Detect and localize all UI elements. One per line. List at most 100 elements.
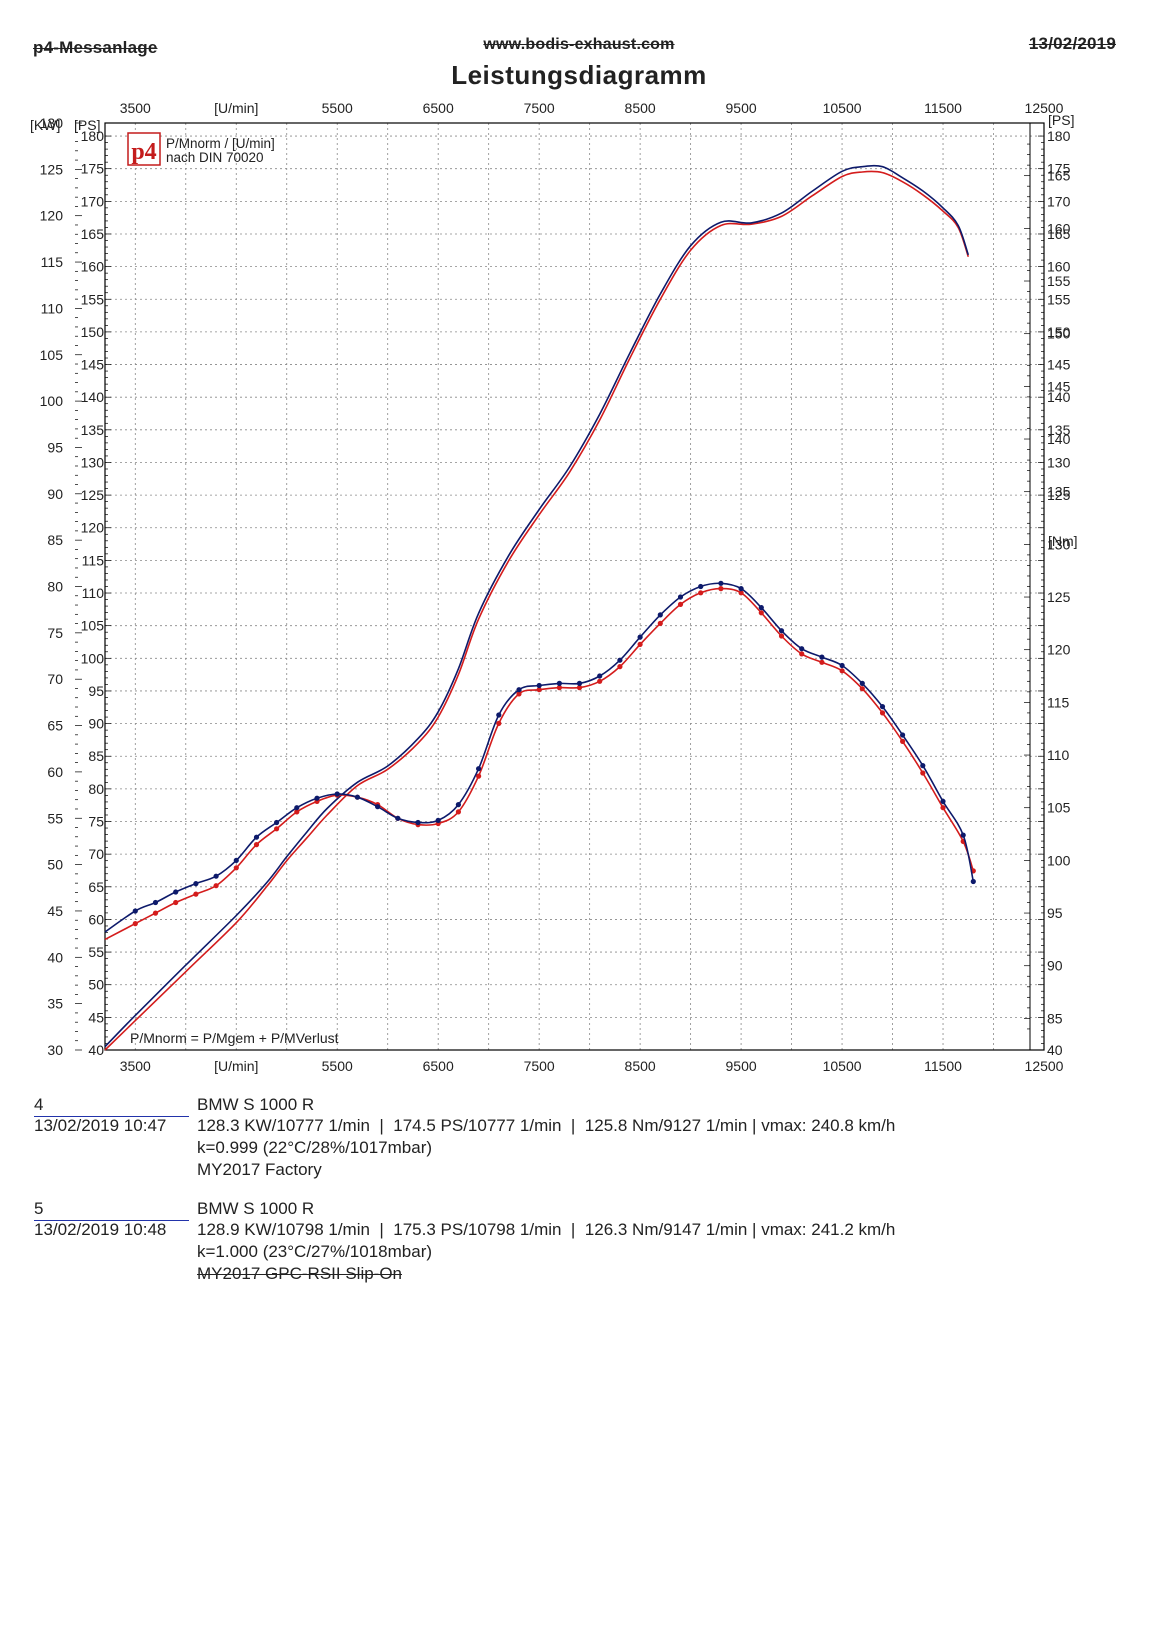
kw-axis-label: [KW] (30, 117, 60, 133)
tick-labels: 3500 3500 [U/min] [U/min] 5500 5500 6500 6500 75… (30, 100, 1078, 1074)
legend-line-2: nach DIN 70020 (166, 150, 264, 165)
nm-tick-label: 120 (1047, 642, 1071, 658)
ps-left-axis-label: [PS] (74, 117, 100, 133)
data-point-run-4 (698, 590, 704, 596)
run-conditions: k=0.999 (22°C/28%/1017mbar) (197, 1138, 433, 1157)
data-point-run-5 (637, 634, 643, 640)
ps-left-tick-label: 105 (81, 618, 105, 634)
ps-left-tick-label: 180 (81, 128, 105, 144)
data-point-run-5 (476, 766, 482, 772)
nm-tick-label: 85 (1047, 1010, 1063, 1026)
data-point-run-5 (940, 798, 946, 805)
x-tick-label-top: 9500 (726, 100, 757, 116)
run-number: 5 (34, 1198, 189, 1221)
ps-left-tick-label: 40 (88, 1042, 104, 1058)
x-tick-label-bottom: 6500 (423, 1058, 454, 1074)
ps-left-tick-label: 45 (88, 1009, 104, 1025)
data-point-run-5 (274, 819, 280, 826)
nm-tick-label: 160 (1047, 220, 1071, 236)
data-point-run-4 (657, 620, 663, 627)
data-point-run-5 (496, 712, 502, 718)
data-point-run-5 (738, 586, 744, 592)
kw-tick-label: 120 (40, 208, 64, 224)
series-line-run-5-ps (104, 164, 970, 1048)
data-point-run-5 (233, 857, 239, 864)
x-tick-label-top: 3500 (120, 100, 151, 116)
data-point-run-4 (556, 685, 563, 691)
station-name: p4-Messanlage (33, 38, 158, 57)
nm-tick-label: 155 (1047, 273, 1071, 289)
ps-right-tick-label: 135 (1047, 422, 1071, 438)
data-point-run-4 (778, 633, 785, 639)
ps-right-tick-label: 170 (1047, 193, 1071, 209)
run-datetime: 13/02/2019 10:48 (34, 1220, 167, 1239)
nm-tick-label: 115 (1047, 694, 1070, 710)
kw-tick-label: 110 (41, 300, 64, 316)
data-point-run-4 (819, 659, 825, 665)
nm-tick-label: 105 (1047, 800, 1071, 816)
ps-left-tick-label: 70 (88, 846, 104, 862)
kw-tick-label: 65 (47, 718, 63, 734)
data-point-run-4 (859, 686, 865, 692)
ps-right-tick-label: 175 (1047, 161, 1071, 177)
data-point-run-5 (193, 881, 199, 887)
ps-left-tick-label: 150 (81, 324, 105, 340)
nm-tick-label: 90 (1047, 958, 1063, 974)
data-point-run-5 (536, 682, 542, 689)
run-results: 128.3 KW/10777 1/min | 174.5 PS/10777 1/… (197, 1116, 896, 1135)
x-tick-label-top: 10500 (823, 100, 862, 116)
data-point-run-5 (253, 834, 260, 840)
x-tick-label-bottom: 11500 (924, 1058, 962, 1074)
kw-tick-label: 45 (47, 903, 63, 919)
data-point-run-5 (758, 605, 764, 611)
x-tick-label-bottom: 10500 (823, 1058, 862, 1074)
x-tick-label-top: 8500 (625, 100, 656, 116)
kw-tick-label: 130 (40, 115, 64, 131)
data-point-run-5 (677, 594, 684, 600)
website: www.bodis-exhaust.com (483, 36, 675, 53)
ps-left-tick-label: 160 (81, 259, 105, 275)
data-point-run-5 (970, 878, 976, 885)
data-point-run-5 (960, 832, 966, 838)
run-model: BMW S 1000 R (197, 1095, 315, 1114)
data-point-run-5 (455, 802, 461, 808)
ps-left-tick-label: 60 (88, 911, 104, 927)
ps-left-tick-label: 75 (88, 814, 104, 830)
ps-right-tick-label: 150 (1047, 324, 1071, 340)
run-description: MY2017 GPC-RSII Slip-On (197, 1264, 403, 1283)
data-point-run-5 (173, 889, 179, 895)
ps-left-tick-label: 165 (81, 226, 105, 242)
x-tick-label-top: 5500 (322, 100, 353, 116)
ps-left-tick-label: 125 (81, 487, 105, 503)
ps-right-tick-label: 130 (1047, 454, 1071, 470)
ps-left-tick-label: 115 (82, 552, 105, 568)
x-tick-label-bottom: 3500 (120, 1058, 151, 1074)
ps-right-tick-label: 145 (1047, 357, 1071, 373)
data-point-run-4 (233, 865, 239, 871)
ps-left-tick-label: 170 (81, 193, 105, 209)
data-point-run-4 (799, 651, 805, 657)
data-point-run-4 (253, 842, 260, 848)
formula-note: P/Mnorm = P/Mgem + P/MVerlust (130, 1030, 339, 1046)
ps-left-tick-label: 130 (81, 454, 105, 470)
data-point-run-5 (314, 795, 320, 801)
kw-tick-label: 125 (40, 161, 64, 177)
nm-tick-label: 140 (1047, 431, 1071, 447)
data-point-run-5 (718, 580, 724, 586)
kw-tick-label: 70 (47, 671, 63, 687)
kw-tick-label: 100 (40, 393, 64, 409)
data-point-run-5 (334, 791, 340, 797)
nm-tick-label: 130 (1047, 536, 1071, 552)
kw-tick-label: 35 (47, 996, 63, 1012)
data-point-run-4 (294, 809, 300, 815)
run-model: BMW S 1000 R (197, 1199, 315, 1218)
x-tick-label-bottom: 8500 (625, 1058, 656, 1074)
ps-left-tick-label: 85 (88, 748, 104, 764)
kw-tick-label: 95 (47, 439, 63, 455)
nm-tick-label: 150 (1047, 326, 1071, 342)
data-point-run-4 (718, 586, 724, 592)
data-point-run-5 (375, 804, 381, 810)
kw-tick-label: 60 (47, 764, 63, 780)
ps-right-axis-label: [PS] (1048, 112, 1074, 128)
data-point-run-4 (920, 770, 926, 776)
